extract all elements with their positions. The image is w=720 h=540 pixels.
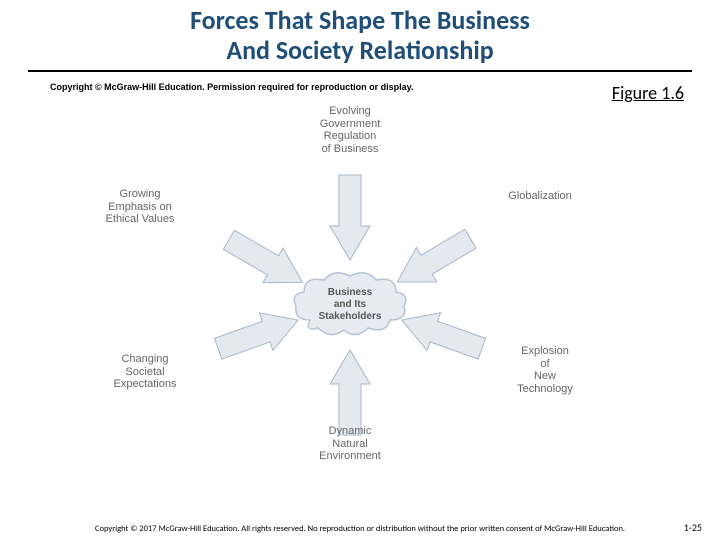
footer-copyright: Copyright © 2017 McGraw-Hill Education. … (0, 524, 720, 534)
title-line-2: And Society Relationship (0, 36, 720, 66)
forces-diagram: Businessand ItsStakeholders EvolvingGove… (50, 95, 630, 495)
force-label-topright: Globalization (490, 190, 590, 203)
force-label-right: ExplosionofNewTechnology (495, 345, 595, 396)
center-label: Businessand ItsStakeholders (295, 287, 405, 323)
force-label-bottomleft: ChangingSocietalExpectations (95, 353, 195, 391)
slide-title: Forces That Shape The Business And Socie… (0, 0, 720, 66)
title-underline (28, 70, 692, 72)
force-label-topleft: GrowingEmphasis onEthical Values (90, 188, 190, 226)
title-line-1: Forces That Shape The Business (0, 6, 720, 36)
inner-copyright: Copyright © McGraw-Hill Education. Permi… (50, 82, 414, 92)
page-number: 1-25 (684, 521, 702, 534)
force-label-bottom: DynamicNaturalEnvironment (300, 425, 400, 463)
force-label-top: EvolvingGovernmentRegulationof Business (300, 105, 400, 156)
